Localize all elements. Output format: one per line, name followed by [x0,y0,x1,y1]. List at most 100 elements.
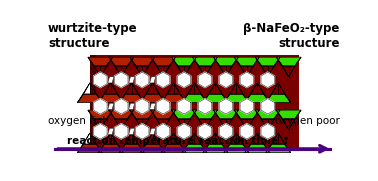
Polygon shape [135,124,149,139]
Polygon shape [121,57,134,77]
Polygon shape [90,133,102,153]
Polygon shape [153,133,165,153]
Polygon shape [111,133,123,153]
Polygon shape [224,144,249,153]
Polygon shape [240,99,254,114]
Polygon shape [195,133,207,153]
Polygon shape [88,57,100,77]
Polygon shape [184,57,197,77]
Text: wurtzite-type
structure: wurtzite-type structure [48,22,138,50]
Polygon shape [257,83,270,103]
Polygon shape [151,57,175,66]
Polygon shape [142,110,155,130]
Text: reaction temperature ↑: reaction temperature ↑ [67,136,206,146]
Polygon shape [109,57,121,77]
Polygon shape [172,110,197,119]
Polygon shape [182,94,207,103]
Polygon shape [245,83,257,103]
Polygon shape [192,57,205,77]
Polygon shape [245,94,270,103]
Polygon shape [77,144,102,153]
Polygon shape [130,57,142,77]
Polygon shape [151,110,163,130]
Polygon shape [129,103,135,109]
Polygon shape [94,72,107,88]
Polygon shape [247,57,259,77]
Polygon shape [278,83,291,103]
Polygon shape [224,83,236,103]
Polygon shape [198,99,212,114]
Polygon shape [266,83,278,103]
Polygon shape [108,77,114,83]
Polygon shape [121,110,134,130]
Polygon shape [255,110,268,130]
Polygon shape [219,99,232,114]
Polygon shape [77,94,102,103]
Polygon shape [115,72,128,88]
Polygon shape [174,83,186,103]
Polygon shape [276,57,289,77]
Polygon shape [135,72,149,88]
Polygon shape [276,110,301,119]
Polygon shape [109,110,121,130]
Polygon shape [177,99,191,114]
Polygon shape [108,128,114,134]
Polygon shape [247,110,259,130]
Polygon shape [130,110,155,119]
Text: reaction time ↑: reaction time ↑ [199,136,291,146]
Polygon shape [268,57,280,77]
Polygon shape [161,83,174,103]
Polygon shape [266,94,291,103]
Polygon shape [161,133,174,153]
Polygon shape [98,94,123,103]
Polygon shape [268,110,280,130]
Polygon shape [109,110,134,119]
Polygon shape [266,144,291,153]
Polygon shape [140,133,153,153]
Polygon shape [109,57,134,66]
Polygon shape [151,57,163,77]
Polygon shape [234,110,259,119]
Polygon shape [119,94,144,103]
Polygon shape [198,124,212,139]
Polygon shape [142,57,155,77]
Polygon shape [174,133,186,153]
Polygon shape [156,124,170,139]
Polygon shape [90,83,102,103]
Polygon shape [203,144,228,153]
Polygon shape [132,83,144,103]
Polygon shape [129,128,135,134]
Polygon shape [192,110,205,130]
Polygon shape [88,57,113,66]
Polygon shape [240,124,254,139]
Polygon shape [115,124,128,139]
Polygon shape [172,57,184,77]
Polygon shape [214,110,226,130]
Polygon shape [219,72,232,88]
Polygon shape [255,57,280,66]
Polygon shape [119,144,144,153]
Polygon shape [192,110,217,119]
Polygon shape [184,110,197,130]
Polygon shape [234,57,259,66]
Polygon shape [100,57,113,77]
Polygon shape [177,124,191,139]
Polygon shape [156,72,170,88]
Polygon shape [115,99,128,114]
Polygon shape [119,83,132,103]
Polygon shape [140,83,153,103]
Polygon shape [278,133,291,153]
Polygon shape [215,83,228,103]
Polygon shape [261,99,274,114]
Polygon shape [245,144,270,153]
Polygon shape [135,99,149,114]
Polygon shape [182,133,195,153]
Polygon shape [255,57,268,77]
Text: β-NaFeO₂-type
structure: β-NaFeO₂-type structure [243,22,339,50]
Polygon shape [214,110,238,119]
Polygon shape [100,110,113,130]
Polygon shape [203,83,215,103]
Polygon shape [163,110,175,130]
Polygon shape [98,133,111,153]
Polygon shape [172,57,197,66]
